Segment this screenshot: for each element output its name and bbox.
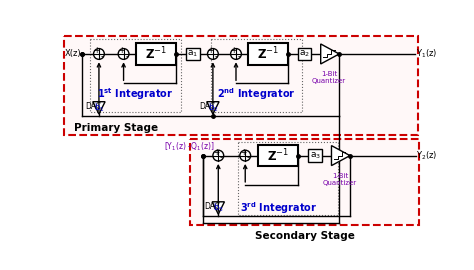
Circle shape: [118, 49, 129, 59]
Polygon shape: [331, 146, 350, 166]
Polygon shape: [212, 202, 225, 214]
Text: Z$^{-1}$: Z$^{-1}$: [267, 147, 289, 164]
Text: -: -: [214, 52, 218, 61]
Bar: [90, 39, 181, 112]
Text: a$_2$: a$_2$: [299, 49, 310, 59]
Text: b$_2$: b$_2$: [208, 102, 218, 114]
Bar: [258, 145, 298, 166]
Circle shape: [208, 49, 219, 59]
Text: b$_3$: b$_3$: [213, 202, 224, 214]
Text: +: +: [208, 46, 214, 55]
Text: $\mathbf{2^{nd}}$ Integrator: $\mathbf{2^{nd}}$ Integrator: [218, 86, 296, 102]
Text: +: +: [230, 46, 237, 55]
Text: a$_1$: a$_1$: [187, 49, 199, 59]
Text: b$_1$: b$_1$: [94, 102, 104, 114]
Bar: [136, 43, 176, 65]
Text: $\mathbf{1^{st}}$ Integrator: $\mathbf{1^{st}}$ Integrator: [97, 86, 173, 102]
Text: +: +: [93, 46, 100, 55]
Bar: [248, 43, 288, 65]
Text: -: -: [220, 153, 223, 163]
Text: DAC: DAC: [85, 102, 101, 111]
Text: 1-Bit
Quantizer: 1-Bit Quantizer: [323, 173, 357, 185]
Text: Z$^{-1}$: Z$^{-1}$: [145, 46, 167, 62]
Text: -: -: [237, 52, 241, 61]
Text: DAC: DAC: [204, 202, 220, 211]
Circle shape: [231, 49, 241, 59]
Text: -: -: [100, 52, 103, 61]
Circle shape: [240, 150, 251, 161]
Circle shape: [93, 49, 104, 59]
Bar: [190, 139, 419, 225]
Text: X(z): X(z): [65, 49, 82, 59]
Text: Y$_2$(z): Y$_2$(z): [416, 149, 438, 162]
Text: DAC: DAC: [199, 102, 215, 111]
Polygon shape: [207, 102, 219, 114]
Text: +: +: [118, 46, 125, 55]
Text: [Y$_1$(z) -Q$_1$(z)]: [Y$_1$(z) -Q$_1$(z)]: [164, 140, 215, 153]
Text: -: -: [247, 153, 250, 163]
Text: -: -: [125, 52, 128, 61]
Bar: [298, 48, 311, 60]
Text: +: +: [213, 148, 219, 157]
Bar: [64, 36, 419, 135]
Text: 1-Bit
Quantizer: 1-Bit Quantizer: [312, 71, 346, 84]
Text: Y$_1$(z): Y$_1$(z): [416, 48, 438, 60]
Polygon shape: [93, 102, 105, 114]
Text: Secondary Stage: Secondary Stage: [255, 231, 355, 241]
Text: Z$^{-1}$: Z$^{-1}$: [257, 46, 279, 62]
Bar: [211, 39, 302, 112]
Text: $\mathbf{3^{rd}}$ Integrator: $\mathbf{3^{rd}}$ Integrator: [240, 200, 317, 216]
Polygon shape: [321, 44, 339, 64]
Bar: [186, 48, 200, 60]
Text: Primary Stage: Primary Stage: [74, 123, 158, 133]
Circle shape: [213, 150, 224, 161]
Text: a$_3$: a$_3$: [310, 150, 321, 161]
Bar: [309, 149, 322, 162]
Text: +: +: [240, 148, 246, 157]
Bar: [237, 142, 337, 215]
